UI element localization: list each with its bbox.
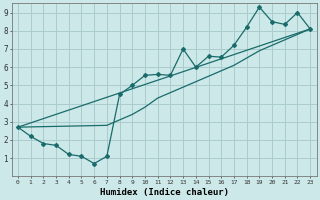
X-axis label: Humidex (Indice chaleur): Humidex (Indice chaleur) — [100, 188, 228, 197]
